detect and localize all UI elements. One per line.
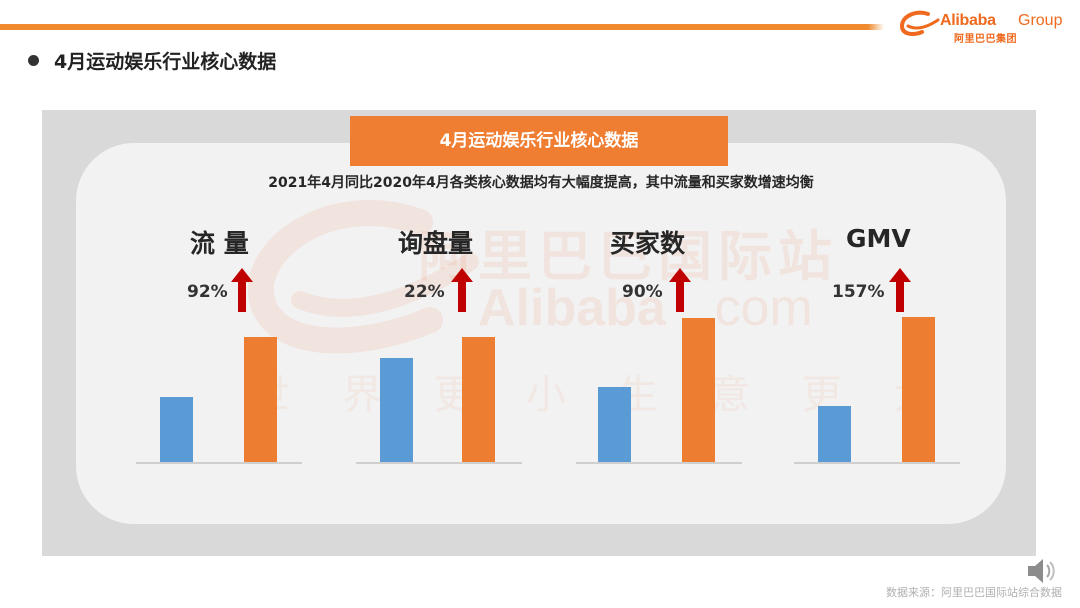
up-arrow-icon: [669, 268, 691, 312]
title-banner: 4月运动娱乐行业核心数据: [350, 116, 728, 166]
bullet-icon: [28, 55, 39, 66]
speaker-icon[interactable]: [1024, 553, 1060, 589]
banner-title: 4月运动娱乐行业核心数据: [439, 131, 639, 151]
metric-label: 询盘量: [398, 229, 474, 258]
growth-label: 92%: [187, 282, 228, 302]
chart-card: [76, 143, 1006, 524]
chart-subtitle: 2021年4月同比2020年4月各类核心数据均有大幅度提高，其中流量和买家数增速…: [268, 175, 814, 191]
metric-label: 流 量: [190, 229, 249, 258]
metric-label: 买家数: [610, 229, 686, 258]
header-rule: [0, 24, 884, 30]
alibaba-group-logo: Alibaba Group 阿里巴巴集团: [898, 8, 1070, 45]
bar-2020: [380, 358, 413, 462]
chart-baseline: [356, 462, 522, 464]
header-rule-fade: [868, 24, 884, 30]
alibaba-smile-icon: [899, 10, 940, 36]
data-source-note: 数据来源：阿里巴巴国际站综合数据: [886, 586, 1062, 599]
logo-chinese-text: 阿里巴巴集团: [954, 34, 1017, 45]
growth-label: 157%: [832, 282, 885, 302]
growth-label: 90%: [622, 282, 663, 302]
logo-brand-text: Alibaba: [940, 12, 996, 29]
up-arrow-icon: [889, 268, 911, 312]
growth-label: 22%: [404, 282, 445, 302]
bar-2020: [598, 387, 631, 462]
up-arrow-icon: [451, 268, 473, 312]
chart-baseline: [576, 462, 742, 464]
metric-label: GMV: [846, 224, 911, 253]
bar-2021: [462, 337, 495, 462]
bar-2020: [818, 405, 851, 462]
up-arrow-icon: [231, 268, 253, 312]
chart-baseline: [136, 462, 302, 464]
bar-2021: [244, 337, 277, 462]
slide-title: 4月运动娱乐行业核心数据: [54, 51, 277, 73]
bar-2021: [682, 318, 715, 462]
bar-2021: [902, 317, 935, 462]
bar-2020: [160, 397, 193, 462]
logo-group-text: Group: [1018, 12, 1063, 29]
chart-baseline: [794, 462, 960, 464]
